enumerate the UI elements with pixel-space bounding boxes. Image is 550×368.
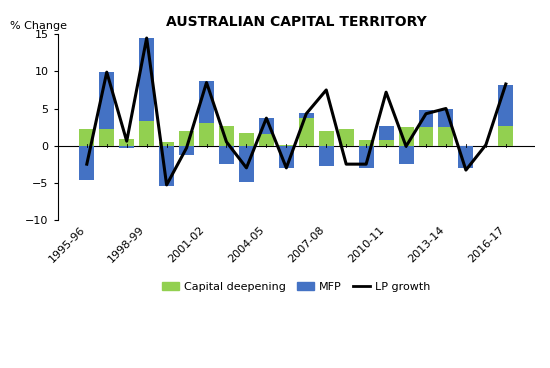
Bar (179, 131, 194, 146)
Bar (199, 123, 214, 146)
Bar (419, 127, 433, 146)
LP growth (403, 144, 409, 149)
Bar (279, 145, 294, 146)
Bar (79, 129, 94, 146)
Bar (79, 146, 94, 180)
Bar (498, 85, 513, 125)
Line: LP growth: LP growth (87, 38, 506, 185)
Bar (319, 146, 334, 166)
LP growth (203, 80, 210, 85)
Bar (438, 109, 453, 127)
Bar (139, 121, 154, 146)
LP growth (423, 112, 430, 116)
LP growth (503, 82, 509, 86)
Bar (159, 142, 174, 146)
Bar (299, 118, 314, 146)
LP growth (343, 162, 349, 166)
LP growth (383, 90, 389, 95)
Bar (419, 110, 433, 127)
Bar (399, 127, 414, 146)
LP growth (103, 70, 110, 74)
Bar (219, 146, 234, 164)
LP growth (363, 162, 370, 166)
Bar (259, 118, 274, 134)
LP growth (123, 139, 130, 144)
LP growth (303, 112, 310, 116)
Bar (159, 146, 174, 187)
Bar (399, 146, 414, 164)
Bar (119, 139, 134, 146)
LP growth (84, 162, 90, 166)
LP growth (263, 116, 270, 120)
LP growth (243, 166, 250, 170)
Text: % Change: % Change (10, 21, 67, 31)
Bar (438, 127, 453, 146)
Bar (199, 81, 214, 123)
LP growth (443, 106, 449, 111)
Legend: Capital deepening, MFP, LP growth: Capital deepening, MFP, LP growth (157, 277, 435, 296)
LP growth (183, 146, 190, 150)
LP growth (283, 166, 290, 170)
Bar (319, 131, 334, 146)
Bar (459, 146, 474, 168)
Bar (119, 146, 134, 148)
Bar (139, 38, 154, 121)
Bar (100, 72, 114, 129)
Bar (299, 113, 314, 118)
Bar (100, 129, 114, 146)
Title: AUSTRALIAN CAPITAL TERRITORY: AUSTRALIAN CAPITAL TERRITORY (166, 15, 427, 29)
Bar (339, 128, 354, 146)
Bar (219, 125, 234, 146)
Bar (498, 125, 513, 146)
Bar (459, 146, 474, 147)
Bar (279, 146, 294, 168)
LP growth (482, 143, 489, 147)
LP growth (163, 183, 170, 187)
Bar (378, 141, 394, 146)
LP growth (144, 36, 150, 40)
Bar (179, 146, 194, 155)
Bar (359, 141, 373, 146)
LP growth (463, 168, 469, 172)
LP growth (223, 140, 230, 144)
Bar (259, 134, 274, 146)
Bar (378, 125, 394, 141)
Bar (239, 146, 254, 182)
Bar (359, 146, 373, 168)
LP growth (323, 88, 329, 92)
Bar (239, 133, 254, 146)
